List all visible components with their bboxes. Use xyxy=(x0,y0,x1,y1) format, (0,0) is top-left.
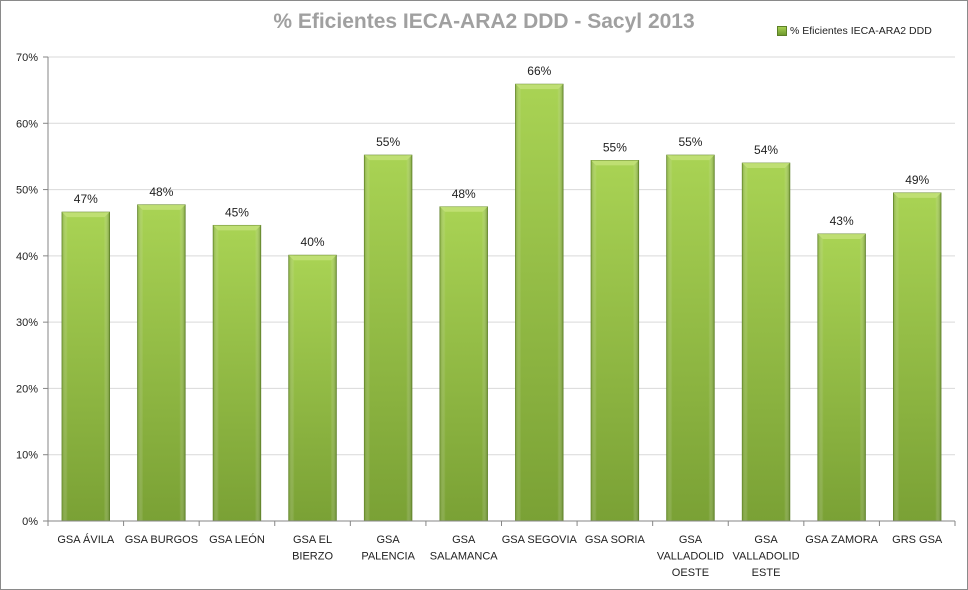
x-tick-label: GSA ZAMORA xyxy=(805,534,878,546)
bar-top-bevel xyxy=(893,192,942,198)
y-tick-label: 30% xyxy=(16,317,38,329)
bar-bevel xyxy=(137,204,186,521)
x-tick-label: GSA xyxy=(754,534,778,546)
data-label: 48% xyxy=(149,185,173,199)
x-tick-label: GSA LEÓN xyxy=(209,533,265,546)
bar-bevel xyxy=(364,155,412,522)
data-label: 47% xyxy=(74,192,98,206)
bar-bevel xyxy=(742,163,790,522)
bar xyxy=(892,192,942,522)
bar-top-bevel xyxy=(137,204,186,210)
bar xyxy=(137,204,186,522)
x-tick-label: VALLADOLID xyxy=(733,551,800,563)
x-tick-label: GSA EL xyxy=(293,534,332,546)
x-tick-label: PALENCIA xyxy=(361,551,415,563)
x-tick-label: GSA BURGOS xyxy=(125,534,198,546)
legend-swatch xyxy=(777,26,787,36)
bar-top-bevel xyxy=(61,212,110,218)
bar-bevel xyxy=(666,155,715,522)
bar-top-bevel xyxy=(666,155,715,161)
bar-top-bevel xyxy=(439,206,488,212)
x-tick-label: GSA xyxy=(377,534,401,546)
bar xyxy=(212,224,262,522)
bar-top-bevel xyxy=(515,84,564,90)
bar xyxy=(817,233,866,522)
bar-bevel xyxy=(213,225,261,521)
bar xyxy=(439,206,488,522)
data-label: 54% xyxy=(754,143,778,157)
x-tick-label: ESTE xyxy=(752,567,781,579)
y-tick-label: 50% xyxy=(16,185,38,197)
data-label: 48% xyxy=(452,187,476,201)
y-tick-label: 60% xyxy=(16,118,38,130)
x-tick-label: BIERZO xyxy=(292,551,333,563)
y-tick-label: 10% xyxy=(16,450,38,462)
bar-bevel xyxy=(439,206,488,521)
data-label: 55% xyxy=(678,135,702,149)
y-tick-label: 0% xyxy=(22,516,38,528)
bar-bevel xyxy=(817,233,866,522)
y-tick-label: 70% xyxy=(16,52,38,64)
data-label: 43% xyxy=(830,214,854,228)
data-label: 55% xyxy=(376,135,400,149)
x-tick-label: GRS GSA xyxy=(892,534,943,546)
x-tick-label: GSA SORIA xyxy=(585,534,646,546)
x-tick-label: OESTE xyxy=(672,567,709,579)
bar xyxy=(590,160,640,522)
y-tick-label: 20% xyxy=(16,383,38,395)
bar xyxy=(288,254,337,522)
x-tick-label: VALLADOLID xyxy=(657,551,724,563)
data-label: 55% xyxy=(603,140,627,154)
bar-top-bevel xyxy=(817,233,866,239)
bar xyxy=(515,83,564,522)
bar-top-bevel xyxy=(364,155,412,161)
x-tick-label: GSA SEGOVIA xyxy=(502,534,578,546)
bar xyxy=(61,211,111,522)
y-tick-label: 40% xyxy=(16,251,38,263)
bar xyxy=(363,154,413,522)
legend-label: % Eficientes IECA-ARA2 DDD xyxy=(790,25,932,37)
x-tick-label: GSA xyxy=(679,534,703,546)
chart-title: % Eficientes IECA-ARA2 DDD - Sacyl 2013 xyxy=(273,10,695,33)
bar-top-bevel xyxy=(742,163,790,169)
bar-top-bevel xyxy=(288,255,337,261)
bar-top-bevel xyxy=(213,225,261,231)
data-label: 40% xyxy=(301,235,325,249)
bar-bevel xyxy=(515,84,564,522)
x-tick-label: GSA xyxy=(452,534,476,546)
bar xyxy=(741,162,791,522)
bar-top-bevel xyxy=(591,160,639,166)
data-label: 49% xyxy=(905,173,929,187)
legend: % Eficientes IECA-ARA2 DDD xyxy=(777,25,932,37)
x-tick-label: SALAMANCA xyxy=(430,551,499,563)
bar-bevel xyxy=(591,160,639,522)
data-label: 66% xyxy=(527,64,551,78)
bar xyxy=(666,154,715,522)
data-label: 45% xyxy=(225,205,249,219)
x-tick-label: GSA ÁVILA xyxy=(57,533,115,546)
bar-bevel xyxy=(893,192,942,521)
bar-bevel xyxy=(288,255,337,522)
bar-bevel xyxy=(61,212,110,521)
